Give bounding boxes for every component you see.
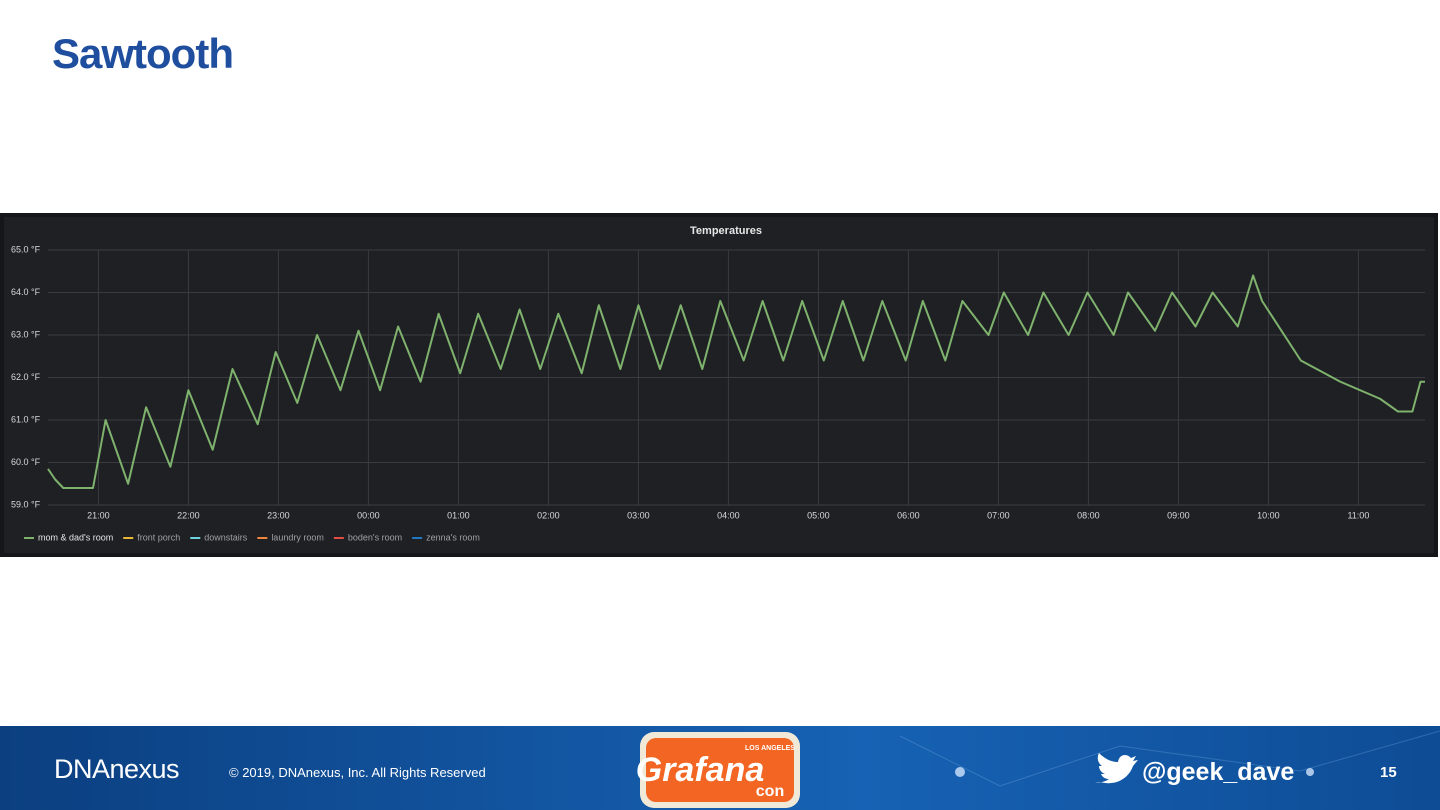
footer-decor: Grafana LOS ANGELES con: [636, 730, 1440, 808]
x-tick-label: 06:00: [897, 510, 920, 520]
x-tick-label: 11:00: [1347, 510, 1369, 520]
x-tick-label: 07:00: [987, 510, 1010, 520]
y-tick-label: 63.0 °F: [11, 329, 41, 339]
x-tick-label: 01:00: [447, 510, 470, 520]
twitter-handle: @geek_dave: [1142, 758, 1295, 786]
x-tick-label: 23:00: [267, 510, 290, 520]
event-logo-place: LOS ANGELES: [745, 745, 795, 752]
chart-panel: Temperatures 59.0 °F 60.0 °F 61.0 °F 62.0 °…: [0, 213, 1438, 557]
y-tick-label: 61.0 °F: [11, 414, 41, 424]
copyright: © 2019, DNAnexus, Inc. All Rights Reserv…: [229, 765, 486, 780]
x-tick-label: 02:00: [537, 510, 560, 520]
y-tick-label: 65.0 °F: [11, 244, 41, 254]
y-tick-label: 60.0 °F: [11, 457, 41, 467]
series-line: [47, 274, 1425, 489]
event-logo-name: Grafana: [636, 751, 765, 789]
legend-label: front porch: [137, 532, 180, 542]
x-tick-label: 03:00: [627, 510, 650, 520]
slide-title: Sawtooth: [52, 30, 234, 77]
event-logo-suffix: con: [756, 783, 784, 800]
x-tick-label: 08:00: [1077, 510, 1100, 520]
legend-label: mom & dad's room: [38, 532, 113, 542]
legend-label: downstairs: [204, 532, 248, 542]
legend-label: laundry room: [271, 532, 324, 542]
y-tick-label: 62.0 °F: [11, 372, 41, 382]
page-number: 15: [1380, 764, 1397, 781]
y-tick-label: 59.0 °F: [11, 499, 41, 509]
chart-title: Temperatures: [690, 225, 762, 237]
x-tick-label: 21:00: [87, 510, 110, 520]
footer: Grafana LOS ANGELES con DNAnexus © 2019,…: [0, 726, 1440, 810]
x-tick-label: 10:00: [1257, 510, 1280, 520]
x-tick-label: 22:00: [177, 510, 200, 520]
legend-label: zenna's room: [426, 532, 480, 542]
x-tick-label: 00:00: [357, 510, 380, 520]
twitter-icon: [1095, 753, 1138, 784]
panel-bg: [4, 217, 1434, 553]
y-tick-label: 64.0 °F: [11, 287, 41, 297]
footer-logo: DNAnexus: [54, 754, 180, 784]
x-tick-label: 09:00: [1167, 510, 1190, 520]
legend-label: boden's room: [348, 532, 402, 542]
x-tick-label: 05:00: [807, 510, 830, 520]
x-tick-label: 04:00: [717, 510, 740, 520]
